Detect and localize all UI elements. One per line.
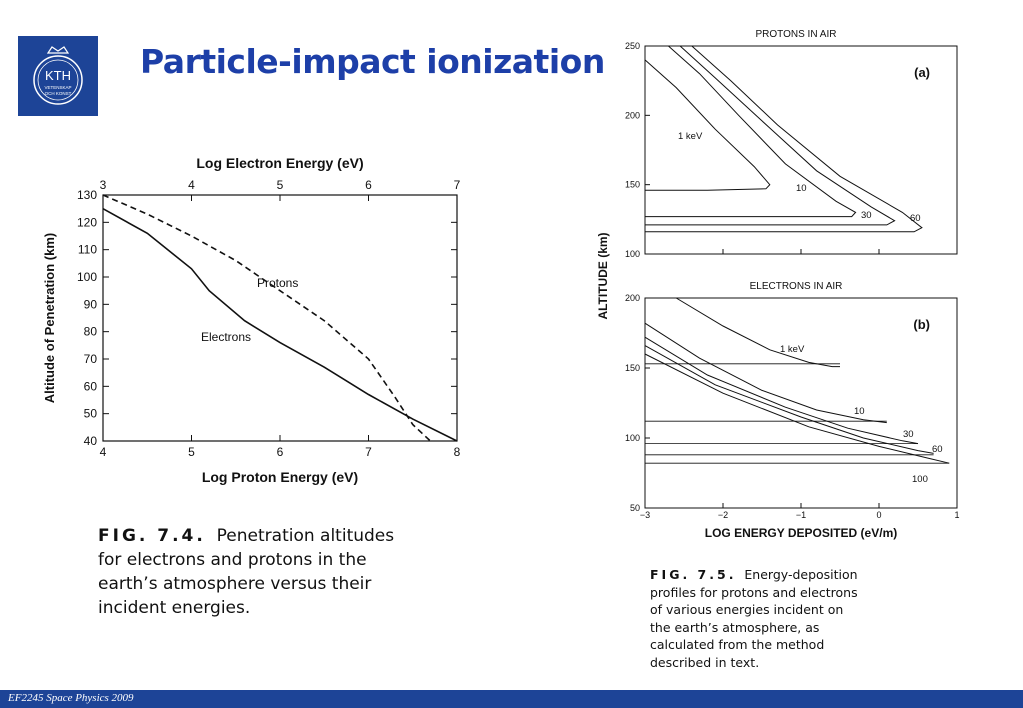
fig74-top-tick-label: 5	[277, 178, 284, 192]
fig75b-plot-frame	[644, 297, 958, 509]
fig75a-panel-label: (a)	[914, 65, 930, 80]
fig74-bottom-tick-label: 6	[277, 445, 284, 459]
fig75-series-curve	[675, 297, 840, 368]
fig75-series-label: 30	[903, 429, 914, 440]
fig74-top-tick-label: 7	[454, 178, 461, 192]
fig74-y-tick-label: 100	[77, 270, 97, 284]
fig75-series-label: 60	[910, 213, 921, 224]
fig75-series-label: 1 keV	[678, 131, 703, 142]
fig74-top-axis-label: Log Electron Energy (eV)	[196, 155, 363, 171]
footer-text: EF2245 Space Physics 2009	[8, 692, 134, 704]
fig75-y-axis-label: ALTITUDE (km)	[596, 232, 610, 319]
fig75b-title: ELECTRONS IN AIR	[750, 281, 843, 292]
fig75-y-tick-label: 200	[625, 110, 640, 120]
fig75-y-tick-label: 100	[625, 433, 640, 443]
fig75-y-tick-label: 150	[625, 363, 640, 373]
fig74-x-axis-label: Log Proton Energy (eV)	[202, 469, 358, 485]
fig75-series-curve	[644, 353, 950, 464]
fig74-y-tick-label: 90	[84, 297, 98, 311]
fig75-series-label: 60	[932, 444, 943, 455]
fig75-y-tick-label: 50	[630, 503, 640, 513]
fig74-caption-text: Penetration altitudes for electrons and …	[98, 526, 395, 618]
fig74-bottom-tick-label: 5	[188, 445, 195, 459]
fig75-x-tick-label: 0	[876, 510, 881, 520]
fig74-y-tick-label: 70	[84, 352, 98, 366]
fig74-label: FIG. 7.4.	[98, 526, 206, 546]
fig74-top-tick-label: 4	[188, 178, 195, 192]
fig75-series-label: 10	[796, 183, 807, 194]
fig75-x-tick-label: 1	[954, 510, 959, 520]
fig74-top-tick-label: 3	[100, 178, 107, 192]
kth-logo: KTH VETENSKAP OCH KONST	[18, 36, 98, 116]
fig74-series-electrons	[102, 208, 458, 442]
fig75-series-label: 30	[861, 210, 872, 221]
fig75-y-tick-label: 100	[625, 249, 640, 259]
fig74-bottom-tick-label: 7	[365, 445, 372, 459]
fig74-y-axis-label: Altitude of Penetration (km)	[42, 233, 57, 403]
fig75-series-label: 1 keV	[780, 344, 805, 355]
fig74-y-tick-label: 80	[84, 325, 98, 339]
fig74-y-tick-label: 130	[77, 188, 97, 202]
fig74-y-tick-label: 60	[84, 379, 98, 393]
fig74-series-label: Electrons	[201, 330, 251, 344]
fig75-series-label: 10	[854, 406, 865, 417]
fig74-y-tick-label: 110	[78, 243, 97, 257]
fig74-y-tick-label: 120	[77, 215, 97, 229]
fig75-y-tick-label: 250	[625, 41, 640, 51]
fig75-series-curve	[644, 59, 771, 191]
slide-title: Particle-impact ionization	[140, 42, 605, 81]
fig75-series-label: 100	[912, 474, 928, 485]
fig75-label: FIG. 7.5.	[650, 567, 737, 582]
fig74-series-label: Protons	[257, 276, 298, 290]
fig75-x-axis-label: LOG ENERGY DEPOSITED (eV/m)	[705, 526, 897, 540]
fig74-series-protons	[102, 194, 431, 442]
fig-7-4-caption: FIG. 7.4. Penetration altitudes for elec…	[98, 524, 408, 620]
fig75-y-tick-label: 200	[625, 293, 640, 303]
fig74-top-tick-label: 6	[365, 178, 372, 192]
svg-text:VETENSKAP: VETENSKAP	[44, 85, 71, 90]
fig75-series-curve	[645, 45, 923, 233]
fig75-x-tick-label: −2	[718, 510, 728, 520]
fig74-y-tick-label: 50	[84, 407, 98, 421]
fig75-series-curve	[644, 322, 887, 424]
fig75-caption-text: Energy-deposition profiles for protons a…	[650, 567, 858, 670]
fig75-series-curve	[645, 45, 896, 226]
fig75-series-curve	[644, 336, 919, 445]
svg-text:OCH KONST: OCH KONST	[45, 91, 72, 96]
fig75-series-curve	[645, 45, 857, 218]
fig75-y-tick-label: 150	[625, 180, 640, 190]
svg-text:KTH: KTH	[45, 68, 71, 83]
footer-bar: EF2245 Space Physics 2009	[0, 690, 1023, 708]
fig75b-panel-label: (b)	[913, 317, 930, 332]
fig75-x-tick-label: −3	[640, 510, 650, 520]
fig74-bottom-tick-label: 4	[100, 445, 107, 459]
fig-7-5-caption: FIG. 7.5. Energy-deposition profiles for…	[650, 566, 865, 671]
fig75a-title: PROTONS IN AIR	[756, 29, 837, 40]
fig75-x-tick-label: −1	[796, 510, 806, 520]
fig74-y-tick-label: 40	[84, 434, 98, 448]
fig75-series-curve	[644, 345, 934, 454]
fig74-bottom-tick-label: 8	[454, 445, 461, 459]
